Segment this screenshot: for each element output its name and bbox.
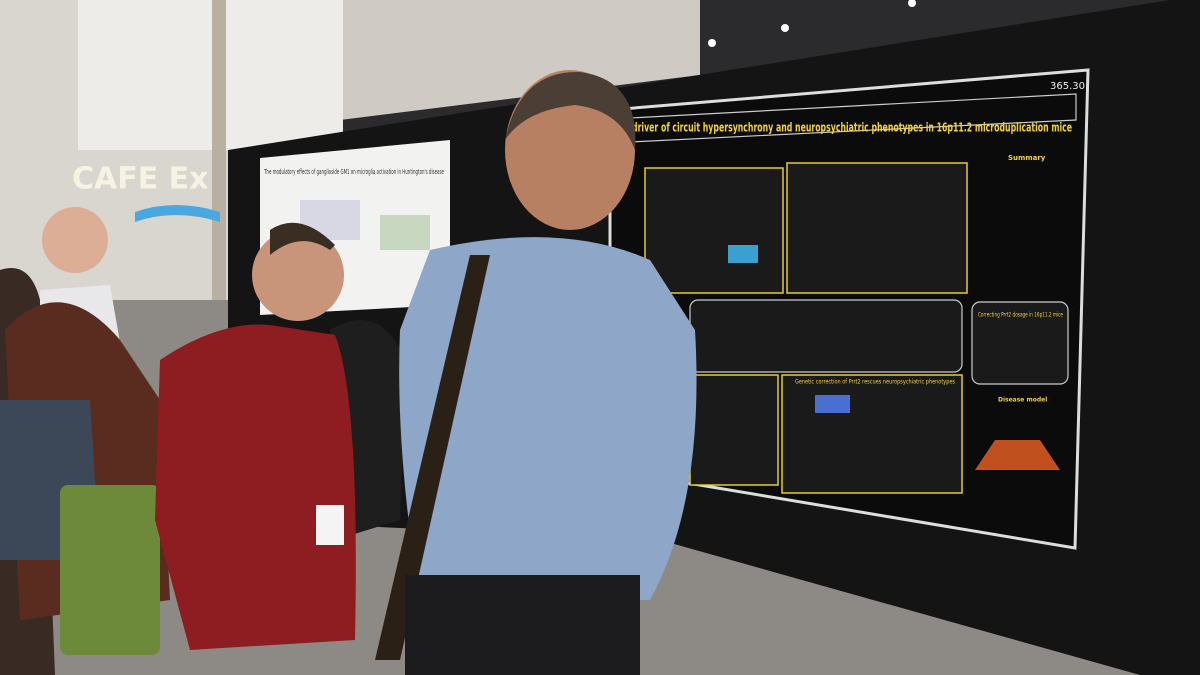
wall-panel	[78, 0, 343, 150]
cafe-sign: CAFE Ex	[72, 162, 209, 197]
poster-panel	[689, 374, 779, 486]
hair	[505, 71, 636, 150]
correction-heading: Correcting Prrt2 dosage in 16p11.2 mice	[978, 312, 1063, 319]
model-figure	[975, 440, 1060, 470]
person-head	[42, 207, 108, 273]
poster-figure	[815, 395, 850, 413]
hair	[270, 222, 335, 255]
left-poster-title: The modulatory effects of ganglioside GM…	[263, 168, 444, 176]
bag-strap	[375, 255, 490, 660]
poster-figure	[728, 245, 758, 263]
person-trousers	[405, 575, 640, 675]
sign-wave	[135, 205, 220, 222]
bag	[60, 485, 160, 655]
model-heading: Disease model	[998, 397, 1047, 404]
person-head	[252, 229, 344, 321]
poster-number: 365.30	[1050, 81, 1085, 92]
summary-heading: Summary	[1008, 154, 1046, 162]
poster-panel	[644, 167, 784, 294]
poster-title: driver of circuit hypersynchrony and neu…	[632, 121, 1072, 135]
upper-wall	[340, 0, 700, 120]
pillar	[212, 0, 226, 300]
genetic-heading: Genetic correction of Prrt2 rescues neur…	[795, 379, 955, 386]
ceiling-light	[908, 0, 916, 7]
badge	[316, 505, 344, 545]
poster-panel	[971, 301, 1069, 385]
ceiling-light	[708, 39, 716, 47]
plaid-shirt	[155, 324, 356, 650]
poster-figure	[380, 215, 430, 250]
poster-panel	[781, 374, 963, 494]
ceiling-light	[781, 24, 789, 32]
poster-panel	[689, 299, 963, 373]
poster-panel	[786, 162, 968, 294]
